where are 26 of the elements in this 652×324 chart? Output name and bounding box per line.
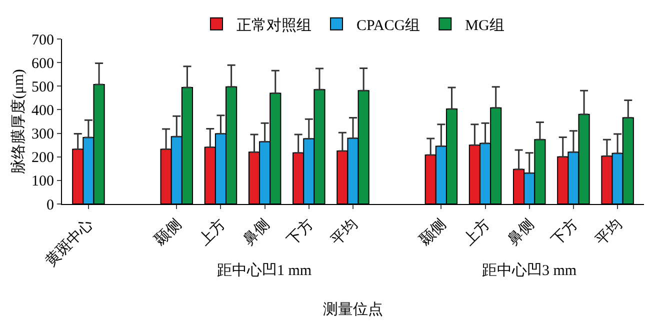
y-tick-label: 700 [32, 32, 54, 48]
x-tick-label: 黄斑中心 [42, 216, 97, 270]
y-axis-title: 脉络膜厚度(μm) [10, 69, 27, 174]
y-tick-label: 0 [46, 197, 54, 214]
text: 距中心凹1 mm [217, 262, 312, 279]
x-axis-title: 测量位点 [323, 301, 383, 318]
x-tick-label: 平均 [592, 216, 626, 249]
x-tick-label: 上方 [460, 216, 494, 249]
x-tick-label: 下方 [548, 216, 582, 249]
y-tick-label: 100 [32, 174, 54, 190]
x-tick-label: 颞侧 [152, 216, 185, 249]
y-tick-label: 300 [32, 126, 54, 143]
legend-label: MG组 [465, 16, 504, 34]
text: 距中心凹3 mm [482, 262, 577, 279]
x-tick-label: 上方 [196, 216, 229, 249]
y-tick-label: 500 [32, 79, 54, 96]
legend-label: CPACG组 [356, 16, 420, 34]
y-tick-label: 400 [32, 102, 54, 119]
x-tick-label: 鼻侧 [504, 216, 538, 249]
x-tick-label: 颞侧 [416, 216, 450, 249]
x-tick-label: 平均 [328, 216, 362, 249]
x-tick-label: 鼻侧 [240, 216, 273, 249]
y-tick-label: 200 [32, 150, 54, 166]
y-tick-label: 600 [32, 56, 54, 72]
x-tick-label: 下方 [284, 216, 318, 249]
legend-label: 正常对照组 [236, 16, 312, 34]
